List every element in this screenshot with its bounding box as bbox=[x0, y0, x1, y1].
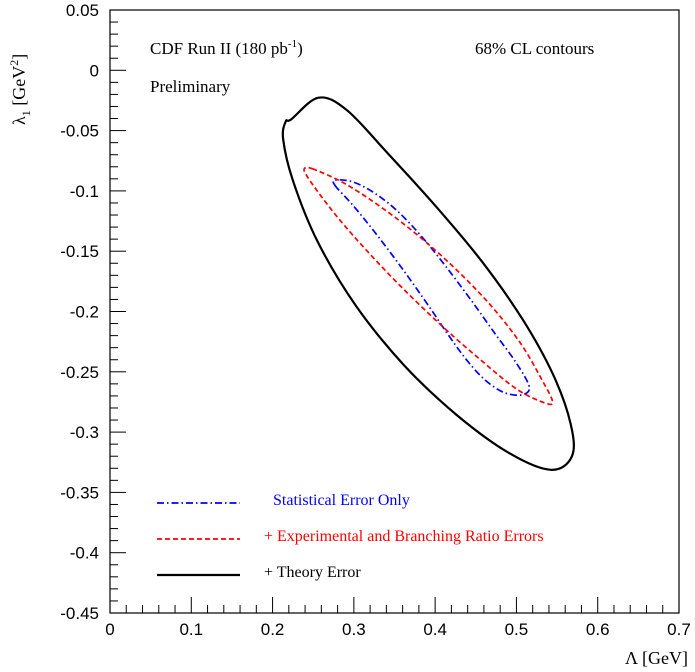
contour-theory-error bbox=[281, 96, 575, 471]
y-tick-label: -0.25 bbox=[60, 363, 99, 382]
annotation-confidence: 68% CL contours bbox=[475, 39, 594, 58]
x-tick-label: 0.7 bbox=[667, 620, 691, 639]
x-axis: 0 0.1 0.2 0.3 0.4 0.5 0.6 0.7 bbox=[105, 597, 691, 639]
contour-experimental-and-branching-ratio-errors bbox=[303, 166, 554, 406]
y-tick-label: -0.15 bbox=[60, 242, 99, 261]
y-tick-label: -0.1 bbox=[70, 182, 99, 201]
y-tick-label: 0.05 bbox=[66, 1, 99, 20]
y-tick-label: -0.05 bbox=[60, 122, 99, 141]
legend-label: + Experimental and Branching Ratio Error… bbox=[264, 528, 544, 545]
annotation-experiment: CDF Run II (180 pb-1) bbox=[150, 38, 303, 58]
x-tick-label: 0.5 bbox=[505, 620, 529, 639]
x-tick-label: 0.6 bbox=[586, 620, 610, 639]
x-tick-label: 0.2 bbox=[261, 620, 285, 639]
y-tick-label: -0.45 bbox=[60, 604, 99, 623]
x-tick-label: 0.4 bbox=[423, 620, 447, 639]
x-tick-label: 0 bbox=[105, 620, 114, 639]
legend-label: Statistical Error Only bbox=[273, 492, 410, 509]
legend: Statistical Error Only + Experimental and… bbox=[157, 492, 544, 581]
y-tick-label: 0 bbox=[90, 61, 99, 80]
y-tick-label: -0.2 bbox=[70, 303, 99, 322]
series-layer bbox=[281, 96, 575, 471]
annotation-status: Preliminary bbox=[150, 77, 231, 96]
y-tick-label: -0.35 bbox=[60, 483, 99, 502]
contour-statistical-error-only bbox=[332, 178, 531, 397]
plot-frame bbox=[109, 9, 680, 614]
y-axis: 0.05 0 -0.05 -0.1 -0.15 -0.2 -0.25 -0.3 -0.35 -0.… bbox=[60, 1, 126, 623]
x-tick-label: 0.3 bbox=[342, 620, 366, 639]
x-axis-label: Λ [GeV] bbox=[625, 648, 688, 668]
y-tick-label: -0.3 bbox=[70, 423, 99, 442]
y-axis-label: λ1 [GeV2] bbox=[7, 54, 33, 125]
x-tick-label: 0.1 bbox=[179, 620, 203, 639]
y-tick-label: -0.4 bbox=[70, 544, 99, 563]
legend-label: + Theory Error bbox=[264, 564, 361, 581]
